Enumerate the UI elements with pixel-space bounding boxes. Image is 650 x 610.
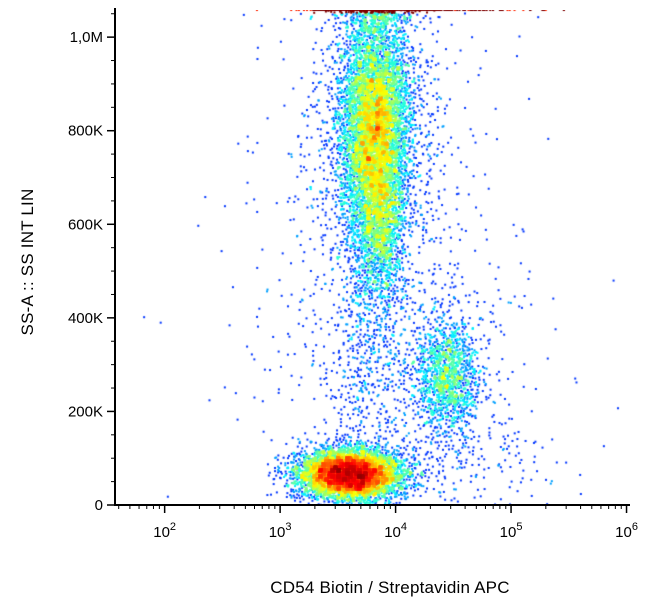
y-axis-label: SS-A :: SS INT LIN bbox=[18, 188, 37, 336]
x-tick-label: 103 bbox=[269, 521, 292, 541]
y-tick-label: 800K bbox=[68, 123, 103, 140]
y-tick-label: 1,0M bbox=[70, 29, 103, 46]
x-tick-label: 106 bbox=[615, 521, 638, 541]
y-tick-label: 200K bbox=[68, 403, 103, 420]
x-tick-label: 105 bbox=[500, 521, 523, 541]
scatter-canvas bbox=[115, 10, 630, 505]
x-tick-label: 102 bbox=[153, 521, 176, 541]
y-tick-label: 600K bbox=[68, 216, 103, 233]
y-tick-label: 0 bbox=[95, 497, 103, 514]
y-tick-label: 400K bbox=[68, 310, 103, 327]
x-tick-label: 104 bbox=[384, 521, 407, 541]
x-axis-label: CD54 Biotin / Streptavidin APC bbox=[270, 578, 510, 597]
